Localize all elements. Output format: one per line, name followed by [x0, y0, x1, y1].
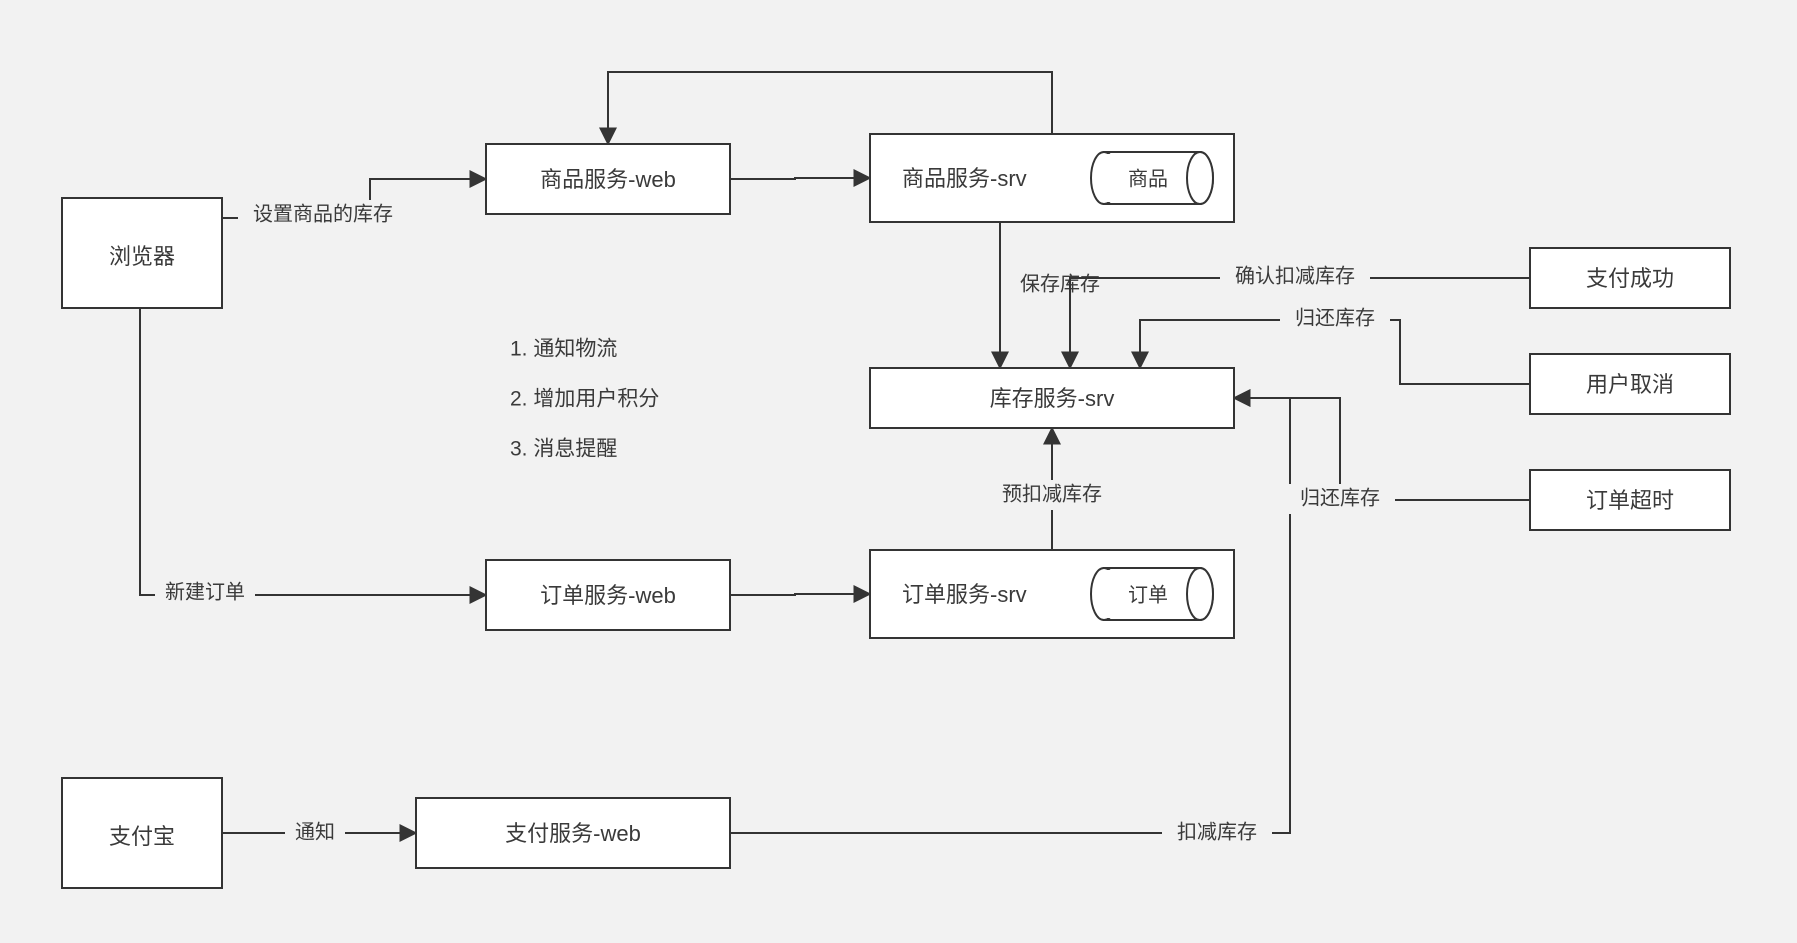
edge-label-new-order: 新建订单: [165, 580, 245, 603]
node-product-srv-label: 商品服务-srv: [902, 166, 1027, 191]
edge-browser-to-product-web: 设置商品的库存: [222, 179, 486, 230]
node-pay-success-label: 支付成功: [1586, 266, 1674, 291]
edge-label-deduct: 扣减库存: [1177, 820, 1257, 843]
db-product-label: 商品: [1128, 167, 1168, 190]
node-order-timeout: 订单超时: [1530, 470, 1730, 530]
db-product-icon: 商品: [1091, 152, 1213, 204]
node-alipay-label: 支付宝: [109, 824, 175, 849]
edge-browser-to-order-web: 新建订单: [140, 308, 486, 608]
db-order-label: 订单: [1128, 583, 1168, 606]
edge-label-pre-deduct: 预扣减库存: [1002, 482, 1102, 505]
edge-label-return-stock-2: 归还库存: [1300, 486, 1380, 509]
node-order-web-label: 订单服务-web: [540, 583, 676, 608]
node-product-web-label: 商品服务-web: [540, 167, 676, 192]
edge-label-notify: 通知: [295, 820, 335, 843]
node-inventory-srv: 库存服务-srv: [870, 368, 1234, 428]
edge-label-return-stock-1: 归还库存: [1295, 306, 1375, 329]
node-inventory-srv-label: 库存服务-srv: [990, 386, 1115, 411]
edge-order-timeout-to-inventory: 归还库存: [1234, 398, 1530, 514]
node-order-web: 订单服务-web: [486, 560, 730, 630]
edge-order-srv-to-inventory: 预扣减库存: [985, 428, 1119, 550]
node-pay-web-label: 支付服务-web: [505, 821, 641, 846]
edge-product-srv-to-inventory: 保存库存: [1000, 222, 1110, 368]
note-1: 1. 通知物流: [510, 338, 617, 361]
edge-label-set-stock: 设置商品的库存: [253, 202, 393, 225]
db-order-icon: 订单: [1091, 568, 1213, 620]
node-product-srv: 商品服务-srv 商品: [870, 134, 1234, 222]
node-user-cancel: 用户取消: [1530, 354, 1730, 414]
node-product-web: 商品服务-web: [486, 144, 730, 214]
node-user-cancel-label: 用户取消: [1586, 372, 1674, 397]
node-browser-label: 浏览器: [109, 244, 175, 269]
node-browser: 浏览器: [62, 198, 222, 308]
note-3: 3. 消息提醒: [510, 438, 617, 461]
edge-product-web-to-product-srv: [730, 178, 870, 179]
node-alipay: 支付宝: [62, 778, 222, 888]
node-pay-success: 支付成功: [1530, 248, 1730, 308]
edge-alipay-to-pay-web: 通知: [222, 818, 416, 848]
edge-order-web-to-order-srv: [730, 594, 870, 595]
node-order-srv: 订单服务-srv 订单: [870, 550, 1234, 638]
node-pay-web: 支付服务-web: [416, 798, 730, 868]
node-order-srv-label: 订单服务-srv: [902, 582, 1027, 607]
node-order-timeout-label: 订单超时: [1586, 488, 1674, 513]
edge-label-save-stock: 保存库存: [1020, 272, 1100, 295]
note-2: 2. 增加用户积分: [510, 388, 659, 411]
edge-label-confirm-deduct: 确认扣减库存: [1235, 264, 1355, 287]
